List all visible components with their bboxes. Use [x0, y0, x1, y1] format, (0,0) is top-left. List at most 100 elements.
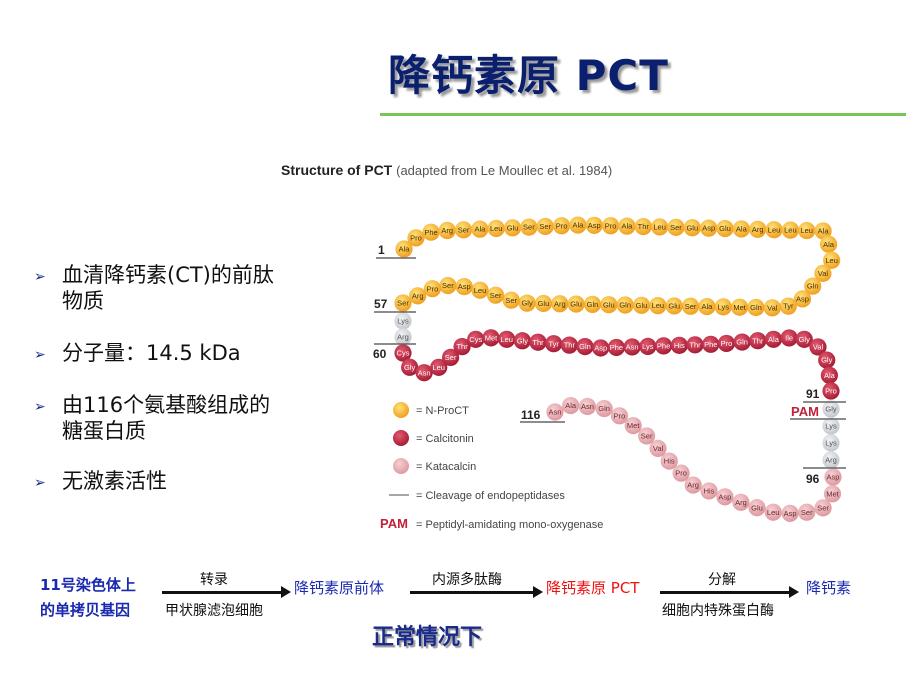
- pathway-caption: 正常情况下: [372, 625, 483, 650]
- residue-bead-katacalcin: [595, 399, 613, 418]
- position-label-96: 96: [806, 472, 820, 486]
- residue-bead-n_proct: [618, 217, 636, 235]
- residue-label: Lys: [825, 422, 837, 431]
- step1-label: 转录: [200, 572, 228, 588]
- residue-bead-n_proct: [503, 219, 522, 237]
- residue-label: Asp: [718, 492, 731, 501]
- residue-label: Asn: [581, 402, 594, 411]
- residue-bead-n_proct: [487, 286, 505, 304]
- residue-label: Thr: [689, 340, 701, 349]
- bullet-text: 无激素活性: [62, 469, 167, 493]
- legend: = N-ProCT = Calcitonin = Katacalcin = Cl…: [380, 402, 603, 531]
- residue-bead-calcitonin: [401, 358, 419, 376]
- residue-bead-n_proct: [716, 219, 734, 238]
- residue-label: Glu: [570, 300, 582, 309]
- residue-bead-n_proct: [520, 218, 538, 236]
- residue-bead-n_proct: [749, 220, 767, 238]
- residue-label: Ser: [801, 508, 813, 517]
- residue-bead-n_proct: [552, 217, 571, 235]
- residue-bead-n_proct: [823, 251, 841, 269]
- residue-label: Cys: [469, 335, 482, 344]
- pathway-intermediate: 降钙素原前体: [294, 579, 385, 597]
- residue-bead-calcitonin: [415, 364, 433, 382]
- residue-label: Pro: [427, 284, 439, 293]
- residue-label: Lys: [642, 342, 654, 351]
- bullet-text: 血清降钙素(CT)的前肽: [62, 263, 274, 287]
- residue-label: Asp: [458, 282, 471, 291]
- residue-bead-n_proct: [714, 298, 732, 316]
- residue-label: Ser: [641, 432, 653, 441]
- residue-bead-n_proct: [814, 222, 832, 240]
- residue-label: Leu: [652, 301, 665, 310]
- position-label-91: 91: [806, 387, 820, 401]
- residue-label: Leu: [767, 508, 780, 517]
- residue-bead-linker: [822, 434, 840, 452]
- residue-label: Cys: [397, 349, 410, 358]
- pathway-pct: 降钙素原 PCT: [546, 579, 640, 597]
- residue-bead-n_proct: [665, 297, 683, 315]
- residue-bead-n_proct: [634, 217, 652, 236]
- bullet-text: 糖蛋白质: [62, 419, 146, 443]
- pathway-source-line2: 的单拷贝基因: [40, 601, 131, 619]
- residue-bead-katacalcin: [798, 503, 816, 521]
- residue-bead-n_proct: [732, 220, 750, 238]
- residue-bead-n_proct: [394, 294, 412, 312]
- residue-bead-katacalcin: [748, 499, 766, 517]
- residue-label: Arg: [412, 291, 424, 300]
- residue-label: Asn: [418, 368, 431, 377]
- residue-label: Ser: [442, 281, 454, 290]
- residue-label: Met: [485, 333, 498, 342]
- residue-bead-katacalcin: [814, 499, 832, 517]
- residue-bead-n_proct: [793, 290, 812, 308]
- residue-label: Ser: [670, 223, 682, 232]
- residue-bead-katacalcin: [764, 503, 782, 521]
- residue-label: Ser: [490, 291, 502, 300]
- residue-bead-katacalcin: [672, 464, 690, 482]
- residue-bead-n_proct: [422, 223, 440, 241]
- residue-label: Met: [826, 489, 839, 498]
- legend-key-pam: PAM: [380, 516, 408, 531]
- arrow-bullet-icon: ➢: [34, 475, 46, 491]
- residue-bead-calcitonin: [749, 332, 767, 350]
- residue-label: Leu: [500, 335, 513, 344]
- residue-label: Ser: [458, 225, 470, 234]
- residue-label: Ala: [824, 371, 836, 380]
- residue-bead-n_proct: [585, 216, 603, 234]
- legend-label-pam: = Peptidyl-amidating mono-oxygenase: [416, 519, 603, 531]
- residue-label: Leu: [490, 224, 503, 233]
- residue-label: Arg: [687, 481, 699, 490]
- residue-bead-linker: [822, 400, 840, 418]
- position-label-60: 60: [373, 347, 387, 361]
- residue-bead-katacalcin: [546, 403, 564, 421]
- residue-bead-linker: [394, 312, 412, 330]
- residue-bead-n_proct: [765, 221, 783, 239]
- residue-label: Lys: [718, 302, 730, 311]
- legend-label-n-proct: = N-ProCT: [416, 405, 469, 417]
- residue-bead-calcitonin: [442, 348, 460, 366]
- legend-swatch-katacalcin: [393, 458, 409, 474]
- residue-bead-calcitonin: [560, 336, 578, 354]
- residue-label: Arg: [397, 333, 409, 342]
- residue-bead-n_proct: [681, 297, 700, 315]
- residue-label: Lys: [397, 317, 409, 326]
- residue-label: Lys: [825, 439, 837, 448]
- figure-caption: Structure of PCT (adapted from Le Moulle…: [281, 162, 612, 178]
- residue-label: Asn: [549, 408, 562, 417]
- residue-label: Thr: [532, 338, 544, 347]
- step1-location: 甲状腺滤泡细胞: [165, 603, 263, 619]
- residue-label: Ala: [565, 401, 577, 410]
- pathway-product: 降钙素: [806, 579, 852, 597]
- residue-bead-n_proct: [600, 296, 618, 314]
- residue-label: Arg: [554, 299, 566, 308]
- residue-label: Leu: [474, 286, 487, 295]
- residue-bead-calcitonin: [717, 334, 736, 353]
- residue-bead-calcitonin: [607, 338, 625, 357]
- legend-swatch-n-proct: [393, 402, 409, 418]
- residue-bead-n_proct: [536, 217, 554, 236]
- residue-label: Asp: [827, 473, 840, 482]
- residue-bead-calcitonin: [780, 329, 798, 347]
- residue-label: Glu: [668, 302, 680, 311]
- bullet-text: 物质: [62, 289, 104, 313]
- step3-label: 分解: [708, 572, 736, 588]
